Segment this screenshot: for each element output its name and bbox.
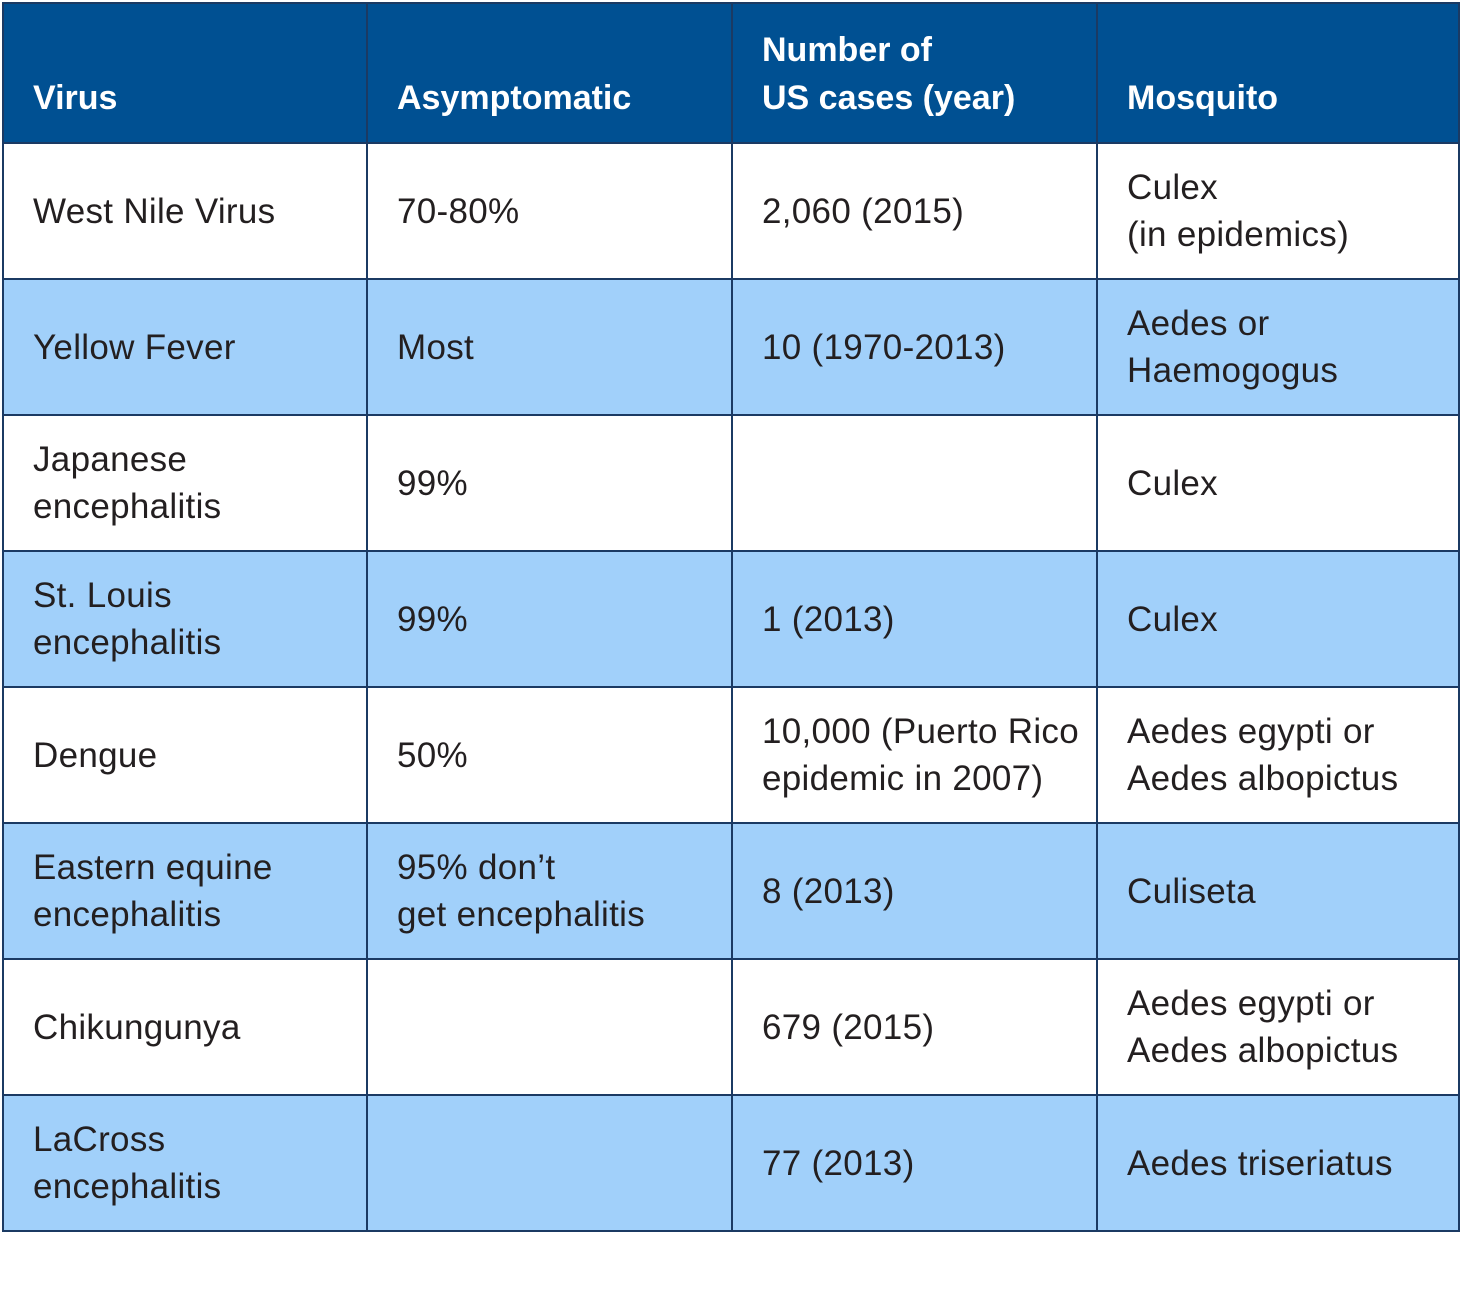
virus-cell: LaCross encephalitis (2, 1094, 368, 1232)
mosquito-cell: Aedes or Haemogogus (1096, 278, 1460, 416)
asymptomatic-cell (366, 1094, 733, 1232)
cases-cell (731, 414, 1098, 552)
table-header: Virus Asymptomatic Number of US cases (y… (2, 2, 1460, 144)
virus-cell: Dengue (2, 686, 368, 824)
mosquito-cell: Culex (in epidemics) (1096, 142, 1460, 280)
header-mosquito: Mosquito (1096, 2, 1460, 144)
virus-cell: Yellow Fever (2, 278, 368, 416)
table-row: Chikungunya 679 (2015) Aedes egypti or A… (2, 958, 1460, 1096)
cases-cell: 10,000 (Puerto Rico epidemic in 2007) (731, 686, 1098, 824)
mosquito-cell: Culex (1096, 550, 1460, 688)
virus-cell: Chikungunya (2, 958, 368, 1096)
table-row: Dengue 50% 10,000 (Puerto Rico epidemic … (2, 686, 1460, 824)
mosquito-cell: Aedes egypti or Aedes albopictus (1096, 958, 1460, 1096)
cases-cell: 77 (2013) (731, 1094, 1098, 1232)
virus-cell: Japanese encephalitis (2, 414, 368, 552)
table-row: LaCross encephalitis 77 (2013) Aedes tri… (2, 1094, 1460, 1232)
table-row: Eastern equine encephalitis 95% don’t ge… (2, 822, 1460, 960)
virus-cell: Eastern equine encephalitis (2, 822, 368, 960)
mosquito-cell: Aedes triseriatus (1096, 1094, 1460, 1232)
table-row: Japanese encephalitis 99% Culex (2, 414, 1460, 552)
cases-cell: 8 (2013) (731, 822, 1098, 960)
header-row: Virus Asymptomatic Number of US cases (y… (2, 2, 1460, 144)
asymptomatic-cell: 99% (366, 414, 733, 552)
asymptomatic-cell (366, 958, 733, 1096)
virus-cell: West Nile Virus (2, 142, 368, 280)
cases-cell: 2,060 (2015) (731, 142, 1098, 280)
virus-cell: St. Louis encephalitis (2, 550, 368, 688)
virus-table: Virus Asymptomatic Number of US cases (y… (2, 2, 1460, 1232)
header-virus: Virus (2, 2, 368, 144)
asymptomatic-cell: 95% don’t get encephalitis (366, 822, 733, 960)
mosquito-cell: Culex (1096, 414, 1460, 552)
mosquito-cell: Culiseta (1096, 822, 1460, 960)
header-asymptomatic: Asymptomatic (366, 2, 733, 144)
asymptomatic-cell: 70-80% (366, 142, 733, 280)
cases-cell: 679 (2015) (731, 958, 1098, 1096)
table-row: West Nile Virus 70-80% 2,060 (2015) Cule… (2, 142, 1460, 280)
table-row: St. Louis encephalitis 99% 1 (2013) Cule… (2, 550, 1460, 688)
header-us-cases: Number of US cases (year) (731, 2, 1098, 144)
table-body: West Nile Virus 70-80% 2,060 (2015) Cule… (2, 142, 1460, 1232)
cases-cell: 10 (1970-2013) (731, 278, 1098, 416)
asymptomatic-cell: Most (366, 278, 733, 416)
cases-cell: 1 (2013) (731, 550, 1098, 688)
asymptomatic-cell: 50% (366, 686, 733, 824)
table-row: Yellow Fever Most 10 (1970-2013) Aedes o… (2, 278, 1460, 416)
asymptomatic-cell: 99% (366, 550, 733, 688)
mosquito-cell: Aedes egypti or Aedes albopictus (1096, 686, 1460, 824)
